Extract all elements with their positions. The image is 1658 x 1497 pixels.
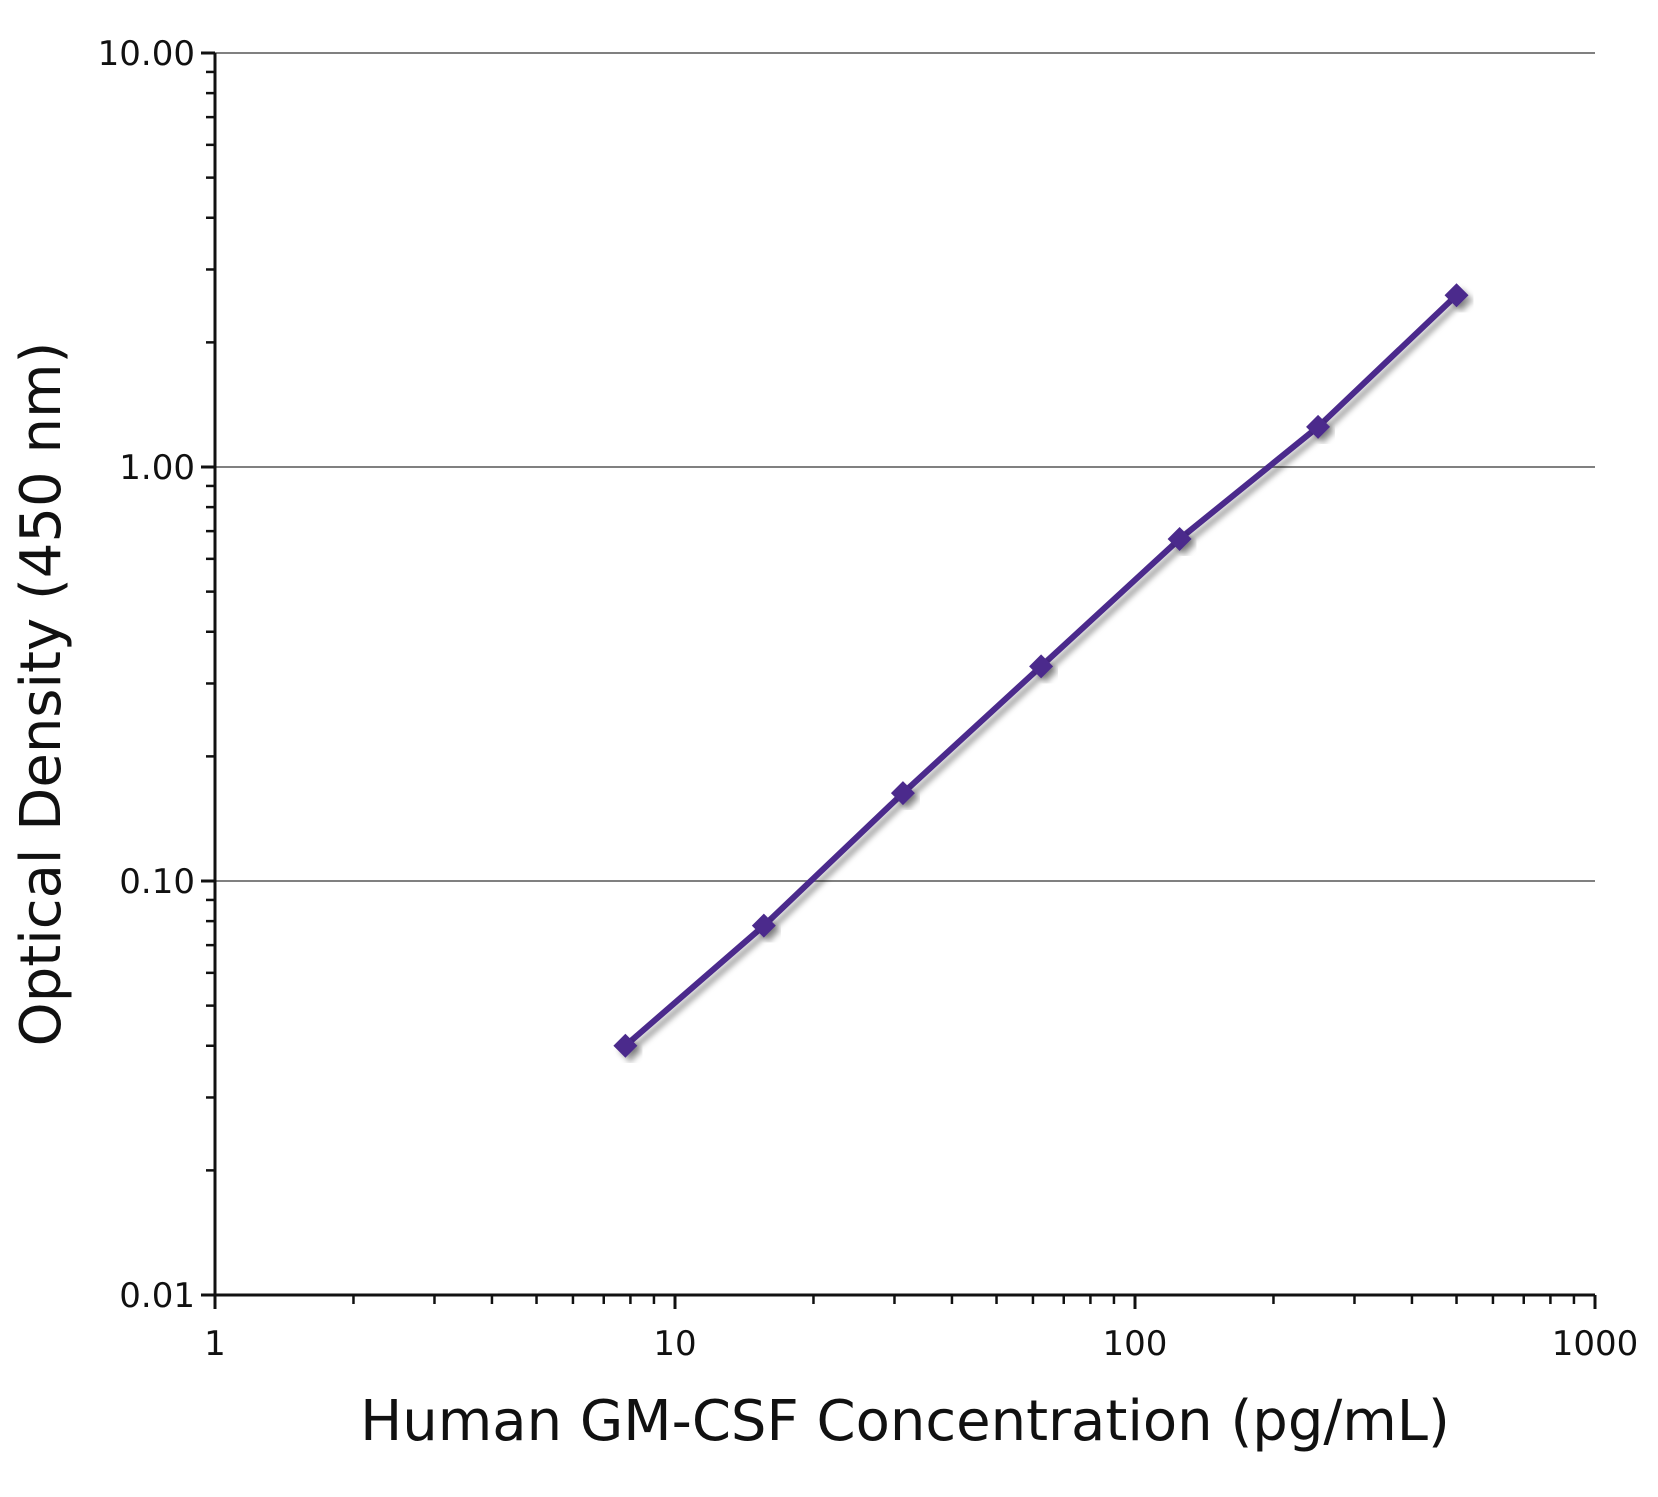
data-point-marker (1167, 527, 1192, 552)
y-tick-label: 0.10 (119, 862, 195, 902)
x-tick-label: 100 (1103, 1324, 1168, 1364)
x-tick-label: 10 (653, 1324, 696, 1364)
x-axis-title: Human GM-CSF Concentration (pg/mL) (360, 1389, 1450, 1454)
data-point-marker (613, 1033, 638, 1058)
axes (213, 53, 1595, 1297)
data-point-marker (1306, 414, 1331, 439)
data-series (613, 283, 1469, 1058)
x-tick-label: 1000 (1552, 1324, 1639, 1364)
data-point-marker (890, 781, 915, 806)
y-tick-label: 1.00 (119, 448, 195, 488)
ticks: 0.01 0.10 1.00 10.00 1 10 100 1000 (98, 34, 1639, 1364)
data-point-marker (751, 913, 776, 938)
data-point-marker (1444, 283, 1469, 308)
y-axis-title: Optical Density (450 nm) (9, 342, 74, 1047)
gridlines (215, 52, 1595, 882)
data-point-marker (1029, 654, 1054, 679)
x-tick-label: 1 (204, 1324, 226, 1364)
y-tick-label: 10.00 (98, 34, 195, 74)
y-tick-label: 0.01 (119, 1276, 195, 1316)
